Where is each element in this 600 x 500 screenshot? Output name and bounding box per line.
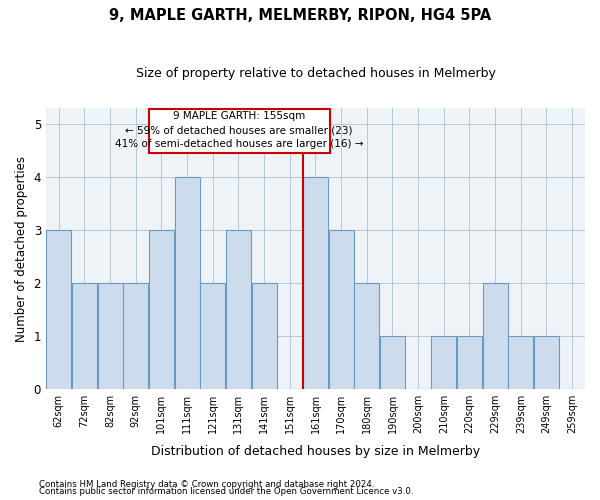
Bar xyxy=(431,336,457,389)
Bar xyxy=(200,283,226,389)
Bar xyxy=(508,336,533,389)
Title: Size of property relative to detached houses in Melmerby: Size of property relative to detached ho… xyxy=(136,68,496,80)
Text: Contains public sector information licensed under the Open Government Licence v3: Contains public sector information licen… xyxy=(39,487,413,496)
Bar xyxy=(380,336,405,389)
Bar xyxy=(72,283,97,389)
Bar xyxy=(46,230,71,389)
Bar xyxy=(303,177,328,389)
Text: 41% of semi-detached houses are larger (16) →: 41% of semi-detached houses are larger (… xyxy=(115,139,364,149)
Bar xyxy=(98,283,122,389)
Bar xyxy=(226,230,251,389)
X-axis label: Distribution of detached houses by size in Melmerby: Distribution of detached houses by size … xyxy=(151,444,480,458)
Text: ← 59% of detached houses are smaller (23): ← 59% of detached houses are smaller (23… xyxy=(125,125,353,135)
Text: Contains HM Land Registry data © Crown copyright and database right 2024.: Contains HM Land Registry data © Crown c… xyxy=(39,480,374,489)
Text: 9, MAPLE GARTH, MELMERBY, RIPON, HG4 5PA: 9, MAPLE GARTH, MELMERBY, RIPON, HG4 5PA xyxy=(109,8,491,22)
Bar xyxy=(457,336,482,389)
FancyBboxPatch shape xyxy=(149,109,329,153)
Text: 9 MAPLE GARTH: 155sqm: 9 MAPLE GARTH: 155sqm xyxy=(173,111,305,121)
Bar xyxy=(149,230,174,389)
Bar xyxy=(123,283,148,389)
Bar xyxy=(329,230,354,389)
Bar xyxy=(534,336,559,389)
Bar xyxy=(354,283,379,389)
Y-axis label: Number of detached properties: Number of detached properties xyxy=(15,156,28,342)
Bar xyxy=(251,283,277,389)
Bar xyxy=(175,177,200,389)
Bar xyxy=(482,283,508,389)
